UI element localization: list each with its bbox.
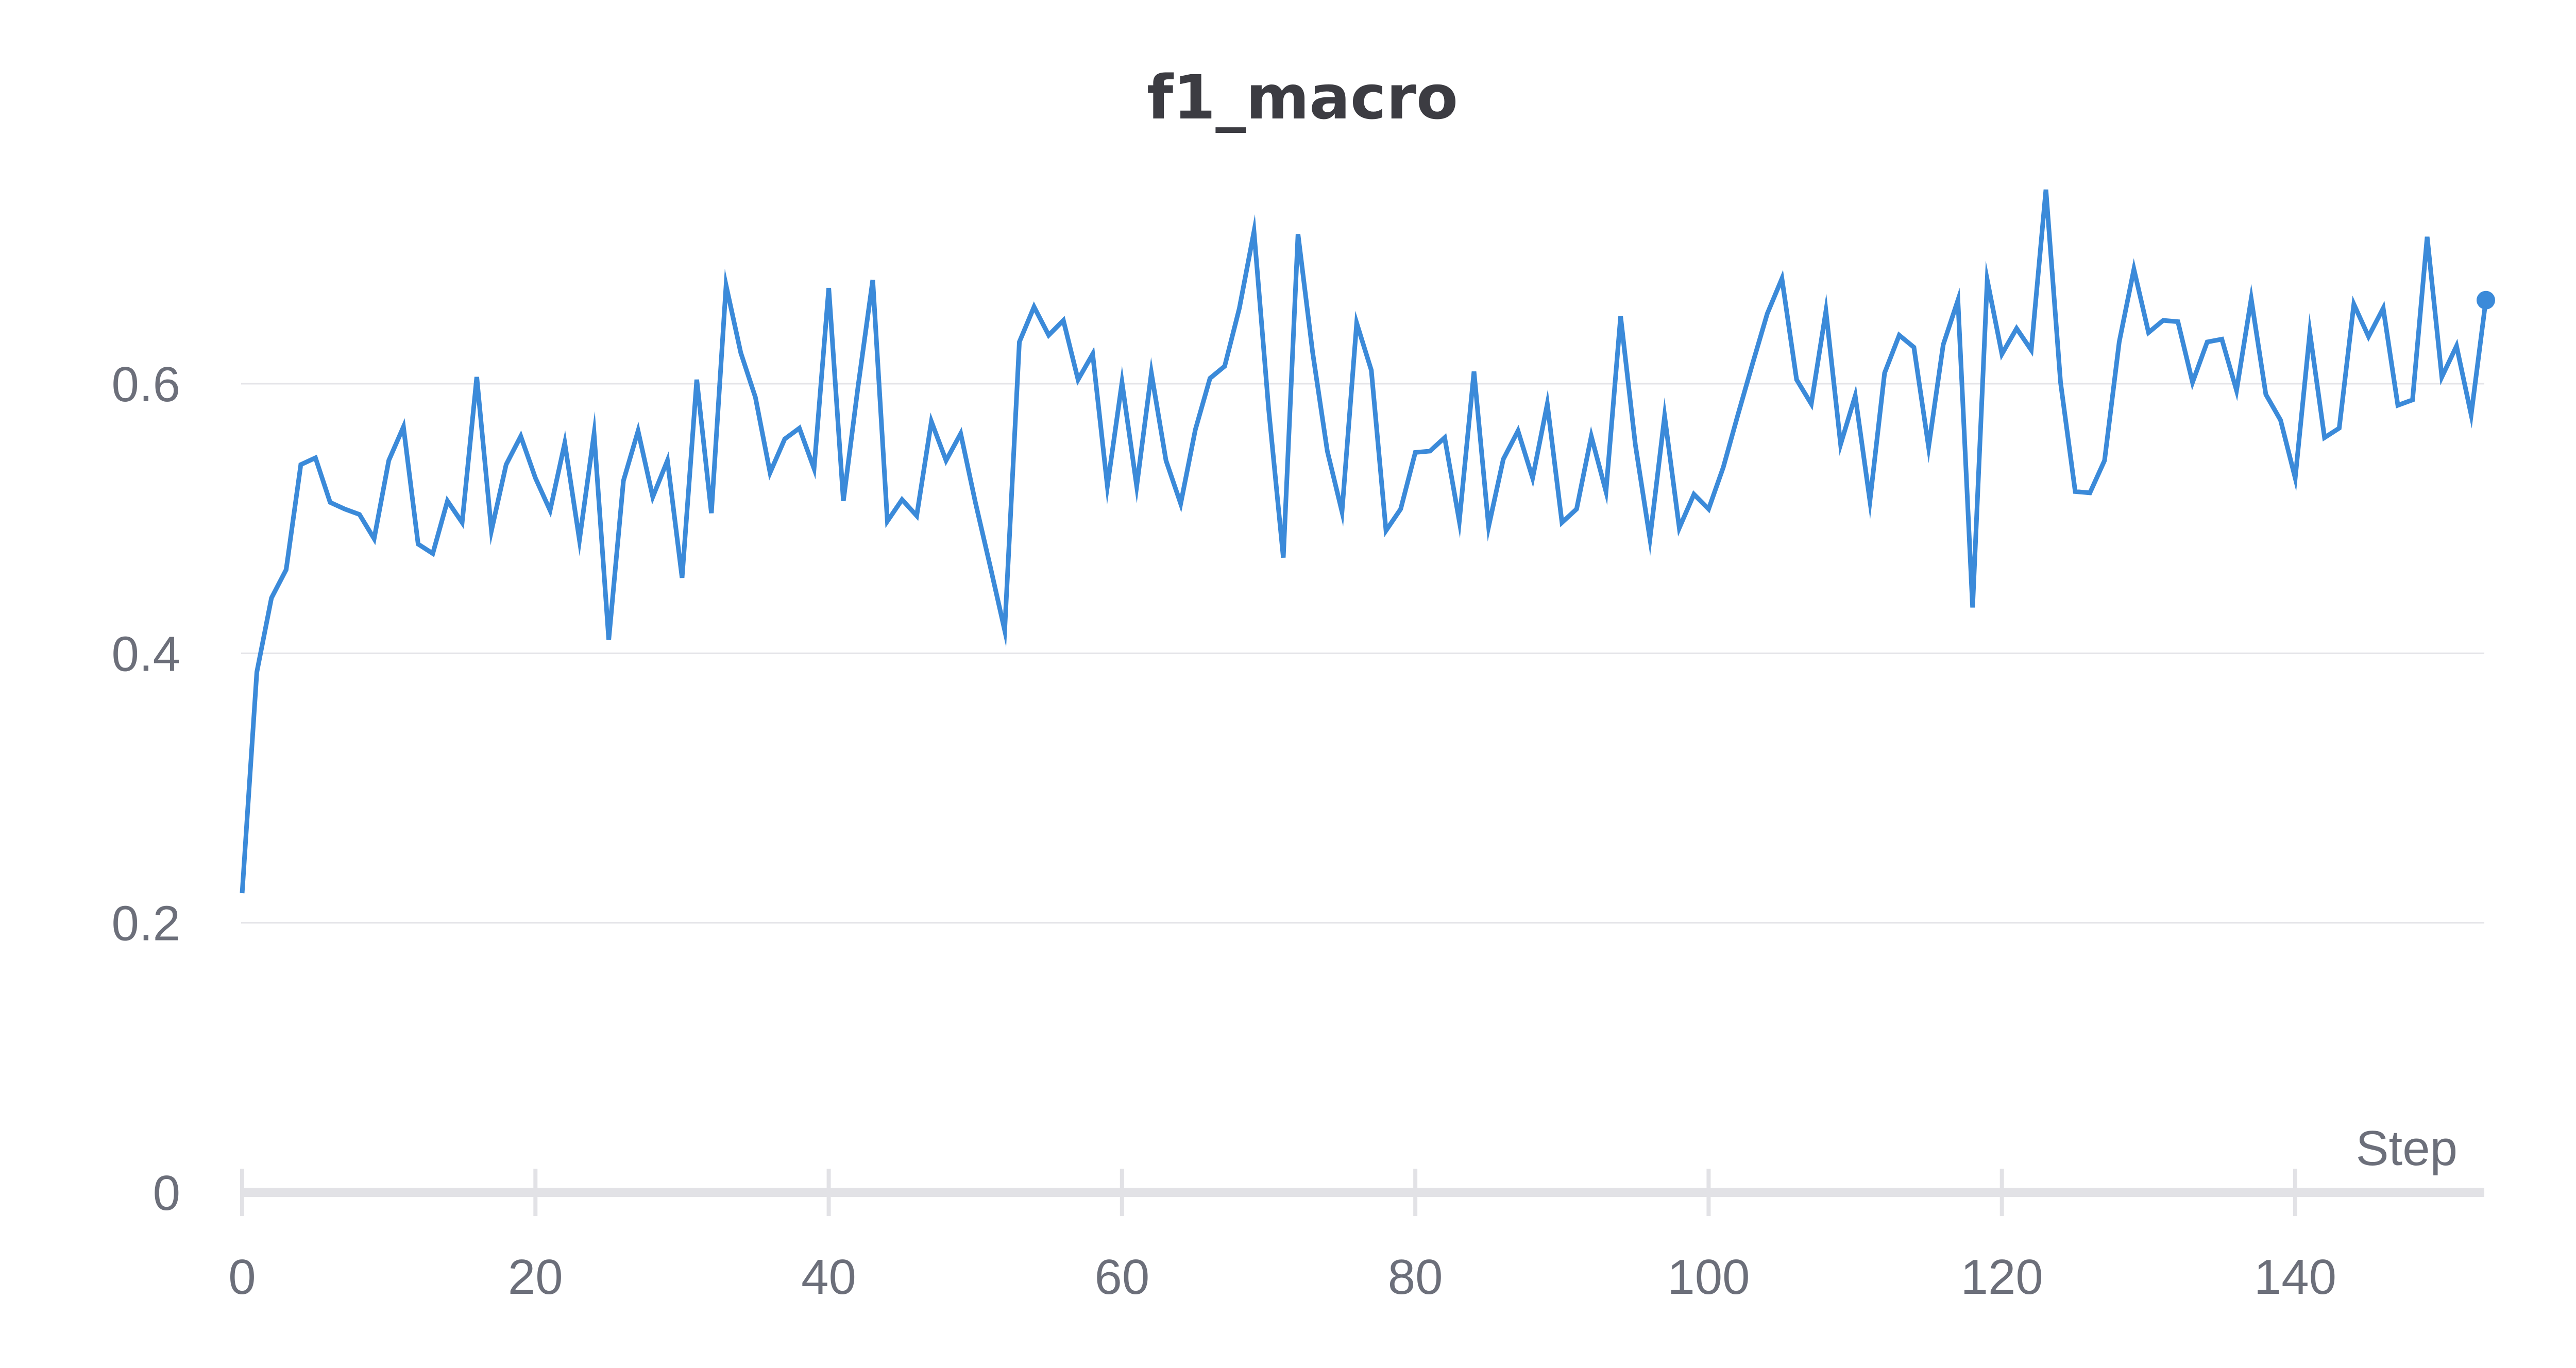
x-axis-label: Step xyxy=(2356,1121,2458,1176)
y-tick-label: 0.2 xyxy=(112,896,180,951)
x-tick-label: 140 xyxy=(2254,1250,2336,1305)
y-tick-label: 0.4 xyxy=(112,626,180,681)
x-tick-label: 20 xyxy=(508,1250,563,1305)
x-tick-label: 60 xyxy=(1094,1250,1149,1305)
x-tick-label: 40 xyxy=(801,1250,856,1305)
y-axis: 0 0.2 0.4 0.6 xyxy=(112,357,180,1221)
x-tick-label: 0 xyxy=(228,1250,256,1305)
chart-title: f1_macro xyxy=(1146,62,1459,133)
y-tick-label: 0.6 xyxy=(112,357,180,412)
gridlines xyxy=(241,383,2484,924)
last-point-marker xyxy=(2477,290,2495,310)
x-tick-label: 80 xyxy=(1388,1250,1443,1305)
x-tick-label: 120 xyxy=(1961,1250,2043,1305)
x-tick-label: 100 xyxy=(1667,1250,1750,1305)
y-tick-label: 0 xyxy=(153,1166,180,1221)
x-axis-ticks: 0 20 40 60 80 100 120 140 xyxy=(228,1169,2336,1305)
series-line-0 xyxy=(240,189,2488,894)
series-layer xyxy=(240,189,2495,894)
